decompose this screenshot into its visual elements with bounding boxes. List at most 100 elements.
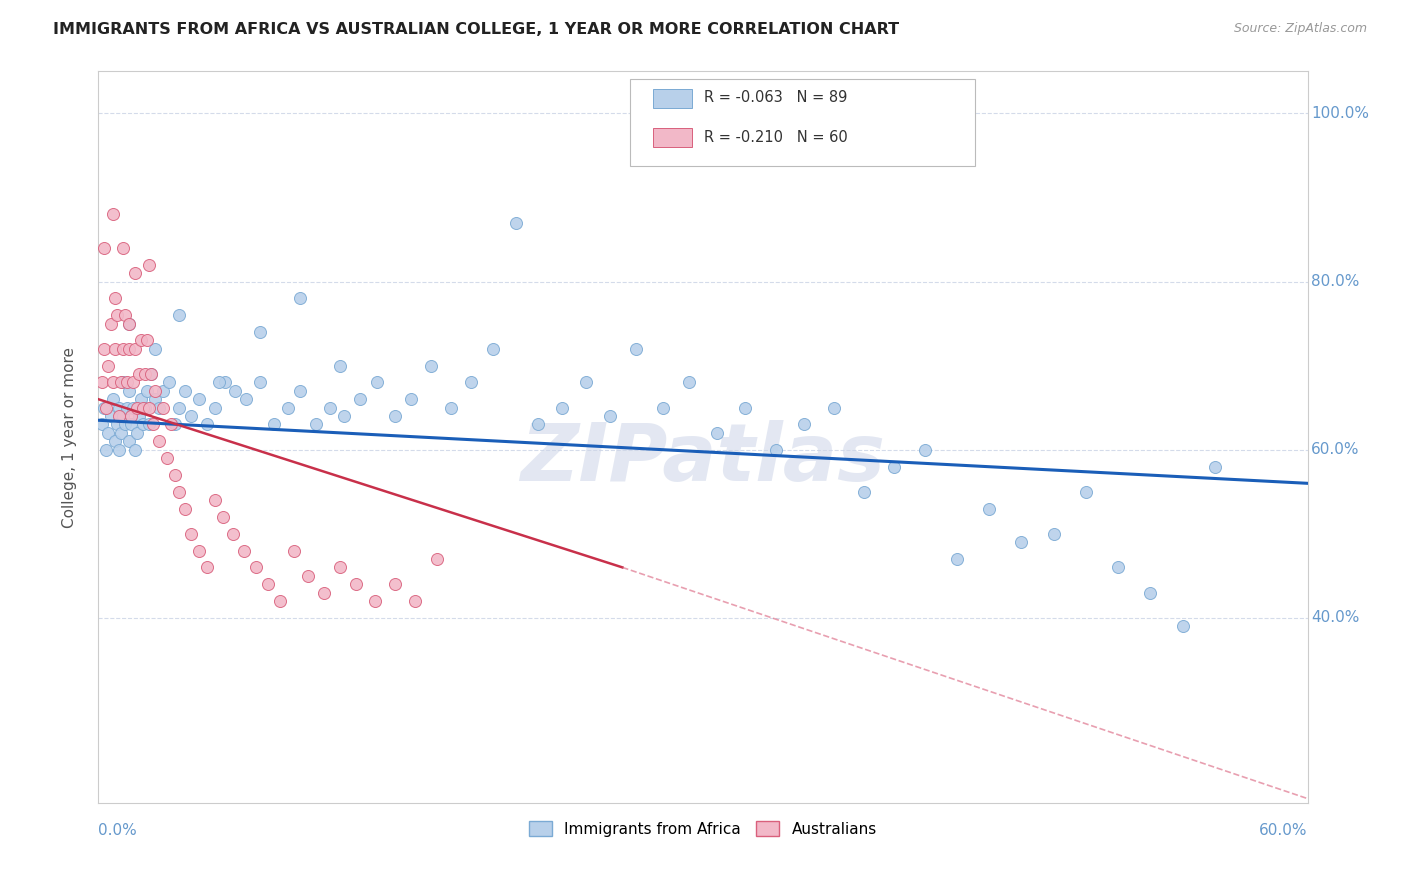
Text: R = -0.063   N = 89: R = -0.063 N = 89 [704, 90, 848, 105]
Legend: Immigrants from Africa, Australians: Immigrants from Africa, Australians [523, 814, 883, 843]
Point [105, 417, 128, 432]
Point [160, 417, 183, 432]
Point [188, 392, 211, 407]
Point [157, 376, 180, 390]
Point [1074, 484, 1097, 499]
Point [118, 384, 141, 398]
Point [167, 484, 190, 499]
Text: IMMIGRANTS FROM AFRICA VS AUSTRALIAN COLLEGE, 1 YEAR OR MORE CORRELATION CHART: IMMIGRANTS FROM AFRICA VS AUSTRALIAN COL… [53, 22, 900, 37]
Point [101, 207, 124, 221]
FancyBboxPatch shape [654, 89, 692, 108]
Point [245, 560, 267, 574]
Point [93, 241, 115, 255]
Point [111, 241, 134, 255]
Point [118, 317, 141, 331]
Point [314, 585, 336, 599]
Point [404, 594, 426, 608]
Point [114, 417, 136, 432]
Point [883, 459, 905, 474]
Point [103, 291, 125, 305]
Point [204, 493, 226, 508]
Point [110, 376, 132, 390]
Point [734, 401, 756, 415]
Point [1010, 535, 1032, 549]
Point [765, 442, 787, 457]
Point [706, 425, 728, 440]
Point [152, 384, 174, 398]
Point [129, 392, 152, 407]
Point [460, 376, 482, 390]
Point [134, 367, 156, 381]
Point [426, 552, 449, 566]
Point [100, 317, 122, 331]
Point [526, 417, 548, 432]
Point [333, 409, 356, 423]
Point [97, 425, 120, 440]
Point [110, 425, 132, 440]
Point [249, 376, 271, 390]
Y-axis label: College, 1 year or more: College, 1 year or more [62, 347, 77, 527]
Point [132, 401, 155, 415]
Point [651, 401, 673, 415]
Point [96, 401, 118, 415]
Point [440, 401, 463, 415]
Point [115, 401, 138, 415]
Point [384, 409, 406, 423]
Point [319, 401, 342, 415]
Point [135, 334, 157, 348]
Point [120, 409, 142, 423]
Point [129, 334, 152, 348]
Point [138, 417, 160, 432]
Point [100, 409, 122, 423]
Point [107, 409, 129, 423]
Point [195, 560, 218, 574]
Point [139, 367, 162, 381]
Point [283, 543, 305, 558]
Point [138, 258, 160, 272]
Point [344, 577, 367, 591]
Point [1139, 585, 1161, 599]
Point [180, 526, 202, 541]
Point [946, 552, 969, 566]
Point [120, 417, 142, 432]
Point [111, 409, 134, 423]
Point [152, 401, 174, 415]
Point [96, 442, 118, 457]
Point [224, 384, 246, 398]
Point [128, 409, 150, 423]
Point [124, 442, 146, 457]
Point [195, 417, 218, 432]
Point [329, 359, 352, 373]
Point [505, 216, 527, 230]
FancyBboxPatch shape [630, 78, 976, 167]
Point [914, 442, 936, 457]
Point [125, 425, 148, 440]
Point [288, 291, 311, 305]
Point [853, 484, 876, 499]
Point [148, 434, 170, 449]
Point [101, 392, 124, 407]
Point [174, 384, 197, 398]
Point [111, 376, 134, 390]
Point [128, 367, 150, 381]
Point [208, 376, 231, 390]
Point [134, 401, 156, 415]
Point [188, 543, 211, 558]
Point [105, 308, 128, 322]
Point [91, 376, 114, 390]
Point [349, 392, 371, 407]
Point [1171, 619, 1194, 633]
Point [118, 317, 141, 331]
Point [124, 266, 146, 280]
Point [366, 376, 388, 390]
Point [232, 543, 254, 558]
Point [138, 401, 160, 415]
Point [269, 594, 291, 608]
Point [204, 401, 226, 415]
Point [249, 325, 271, 339]
Point [823, 401, 845, 415]
Point [163, 417, 186, 432]
Text: 60.0%: 60.0% [1260, 823, 1308, 838]
Point [384, 577, 406, 591]
Point [93, 401, 115, 415]
